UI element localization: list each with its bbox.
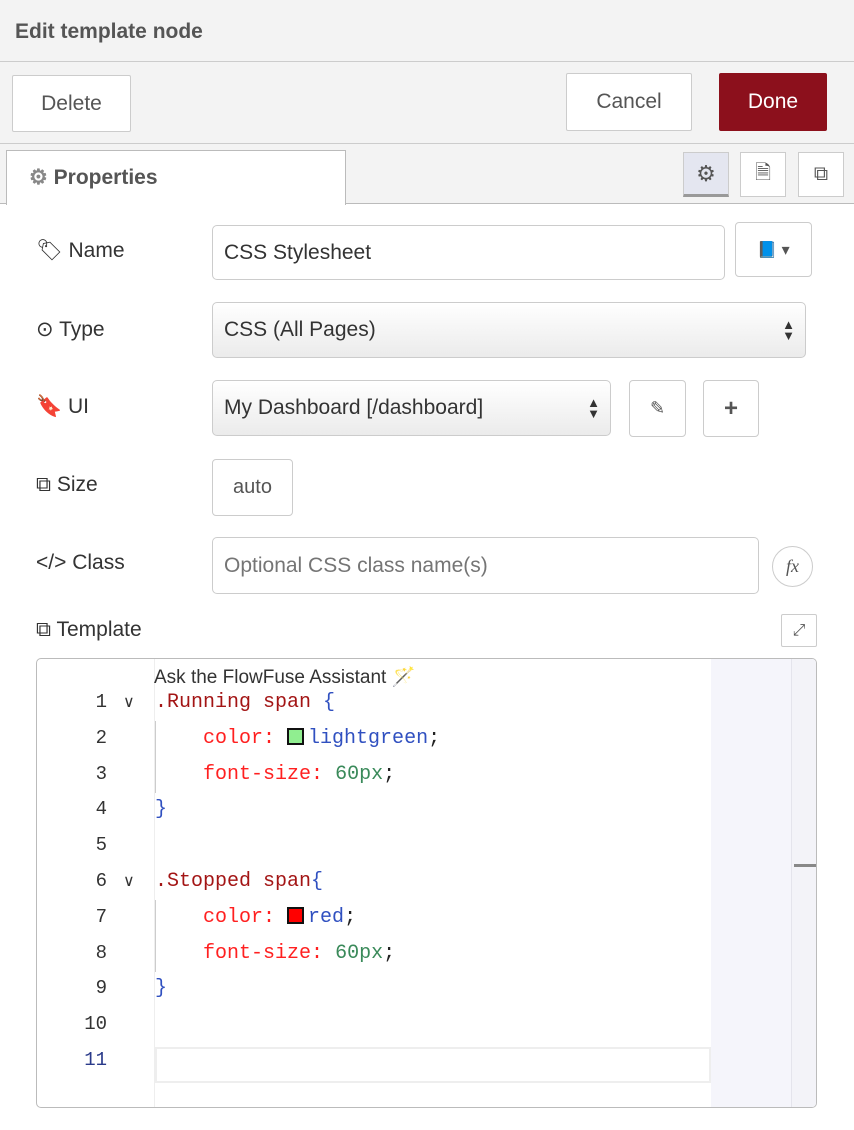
current-line-highlight [155, 1047, 711, 1083]
code-line: .Stopped span{ [155, 870, 323, 893]
properties-gear-button[interactable]: ⚙ [683, 152, 729, 197]
delete-button[interactable]: Delete [12, 75, 131, 132]
book-icon: 📘 ▾ [757, 241, 790, 259]
class-input[interactable] [212, 537, 759, 594]
cancel-button[interactable]: Cancel [566, 73, 692, 131]
token-brace: } [155, 977, 168, 1001]
pencil-icon: ✎ [649, 398, 666, 418]
token-prop: font-size: [203, 762, 324, 786]
type-select[interactable]: CSS (All Pages) ▲ ▼ [212, 302, 806, 358]
line-number: 5 [95, 834, 107, 857]
line-number: 8 [95, 941, 107, 964]
ui-label: 🔖 UI [36, 395, 89, 418]
editor-scrollbar[interactable] [791, 659, 816, 1107]
tag-icon: 🏷 [36, 239, 63, 262]
plus-icon: + [723, 394, 738, 422]
token-sel: .Stopped span [155, 870, 312, 893]
gear-icon: ⚙ [29, 166, 48, 189]
expand-icon: ⤢ [792, 621, 806, 639]
token-sel: .Running span [155, 691, 312, 714]
select-arrows-icon: ▲ ▼ [782, 317, 795, 343]
expand-editor-button[interactable]: ⤢ [781, 614, 817, 647]
token-end: ; [428, 726, 441, 750]
token-end: ; [383, 941, 396, 965]
token-brace: } [155, 798, 168, 822]
type-label: ⊙ Type [36, 318, 105, 341]
token-val: lightgreen [308, 726, 429, 750]
template-label: ⧉ Template [36, 618, 142, 641]
edit-ui-button[interactable]: ✎ [629, 380, 686, 437]
line-number: 9 [95, 977, 107, 1000]
bookmark-icon: 🔖 [36, 395, 63, 418]
line-number: 2 [95, 726, 107, 749]
token-end: ; [344, 905, 357, 929]
magic-wand-icon: 🪄 [391, 667, 416, 688]
token-num: 60px [335, 762, 384, 786]
minimap[interactable] [711, 659, 791, 1107]
size-label: ⧉ Size [36, 473, 98, 496]
toolbar: Delete Cancel Done [0, 62, 854, 144]
tab-properties[interactable]: ⚙ Properties [6, 150, 346, 205]
code-line: color: red; [155, 899, 357, 936]
fold-chevron-icon[interactable]: ∨ [123, 873, 135, 890]
book-dropdown-button[interactable]: 📘 ▾ [735, 222, 812, 277]
dialog-header: Edit template node [0, 0, 854, 62]
color-swatch[interactable] [287, 906, 305, 924]
name-input[interactable]: CSS Stylesheet [212, 225, 725, 280]
code-line: font-size: 60px; [155, 756, 396, 793]
done-button[interactable]: Done [719, 73, 827, 131]
line-number: 11 [84, 1049, 107, 1071]
add-ui-button[interactable]: + [703, 380, 759, 437]
tab-bar: ⚙ Properties ⚙ 🗎 ⧉ [0, 144, 854, 205]
code-line: } [155, 977, 167, 1000]
token-end: ; [383, 762, 396, 786]
token-brace: { [311, 691, 336, 714]
dialog-title: Edit template node [15, 20, 203, 43]
token-val: red [308, 905, 345, 929]
token-prop: color: [203, 905, 276, 929]
copy-icon: ⧉ [36, 618, 51, 641]
token-prop: font-size: [203, 941, 324, 965]
line-number: 7 [95, 905, 107, 928]
appearance-button[interactable]: ⧉ [798, 152, 844, 197]
line-number: 10 [84, 1013, 107, 1036]
code-icon: </> [36, 551, 67, 574]
line-number: 1 [95, 691, 107, 713]
code-line: font-size: 60px; [155, 935, 396, 972]
name-label: 🏷 Name [36, 239, 125, 262]
color-swatch[interactable] [287, 727, 305, 745]
token-prop: color: [203, 726, 276, 750]
line-number: 6 [95, 870, 107, 892]
expression-button[interactable]: fx [772, 546, 813, 587]
token-num: 60px [335, 941, 384, 965]
fold-chevron-icon[interactable]: ∨ [123, 694, 135, 711]
line-number: 4 [95, 798, 107, 821]
gear-icon: ⚙ [696, 160, 716, 186]
line-number: 3 [95, 762, 107, 785]
code-editor[interactable]: Ask the FlowFuse Assistant 🪄 1 ∨ .Running … [36, 658, 817, 1108]
class-label: </> Class [36, 551, 125, 574]
description-button[interactable]: 🗎 [740, 152, 786, 197]
code-line: .Running span { [155, 691, 335, 714]
fx-icon: fx [786, 556, 799, 576]
layout-icon: ⧉ [813, 163, 829, 185]
code-line: } [155, 798, 167, 821]
token-brace: { [311, 870, 324, 893]
assistant-link[interactable]: Ask the FlowFuse Assistant 🪄 [154, 667, 416, 688]
select-arrows-icon: ▲ ▼ [587, 395, 600, 421]
ui-select[interactable]: My Dashboard [/dashboard] ▲ ▼ [212, 380, 611, 436]
size-button[interactable]: auto [212, 459, 293, 516]
radio-dot-icon: ⊙ [36, 318, 54, 341]
document-icon: 🗎 [754, 161, 772, 184]
code-line: color: lightgreen; [155, 720, 441, 757]
size-icon: ⧉ [36, 473, 51, 496]
